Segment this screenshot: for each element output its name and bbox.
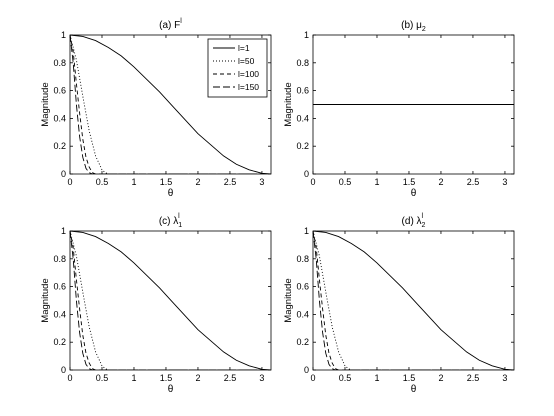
chart-title-superscript: l <box>180 18 182 25</box>
chart-title: (c) λ1 l <box>159 213 182 229</box>
y-tick-label: 0.6 <box>53 282 66 292</box>
series-line-1 <box>313 231 514 370</box>
x-tick-label: 2 <box>438 373 443 383</box>
y-tick-label: 0.8 <box>296 58 309 68</box>
chart-panel-1: 0 0.5 1 1.5 2 2.5 3 0 0.2 0.4 0.6 0.8 1 θ Magnitude (b)… <box>283 20 515 199</box>
x-tick-label: 2.5 <box>467 373 480 383</box>
legend-label: l=1 <box>238 43 250 53</box>
legend-label: l=50 <box>238 56 255 66</box>
y-tick-label: 0.6 <box>296 282 309 292</box>
y-tick-label: 0.8 <box>296 254 309 264</box>
y-tick-label: 0.6 <box>296 86 309 96</box>
y-tick-label: 1 <box>61 30 66 40</box>
x-tick-label: 0.5 <box>96 177 109 187</box>
chart-title-text: (c) λ <box>159 216 178 227</box>
chart-title: (d) λ2 l <box>402 213 426 229</box>
series-line-3 <box>70 231 271 370</box>
x-tick-label: 1 <box>131 177 136 187</box>
chart-title-text: (b) μ <box>401 20 422 31</box>
x-tick-label: 1 <box>374 177 379 187</box>
y-tick-label: 0.8 <box>53 254 66 264</box>
x-tick-label: 2.5 <box>224 373 237 383</box>
chart-panel-0: 0 0.5 1 1.5 2 2.5 3 0 0.2 0.4 0.6 0.8 1 θ Magnitude (a)… <box>40 18 272 199</box>
y-tick-label: 0.8 <box>53 58 66 68</box>
y-tick-label: 0.2 <box>296 337 309 347</box>
chart-title-superscript: l <box>178 213 180 220</box>
legend: l=1 l=50 l=100 l=150 <box>207 38 268 98</box>
x-tick-label: 1.5 <box>160 373 173 383</box>
chart-panel-2: 0 0.5 1 1.5 2 2.5 3 0 0.2 0.4 0.6 0.8 1 θ Magnitude (c)… <box>40 213 272 395</box>
x-tick-label: 0.5 <box>339 373 352 383</box>
y-axis-label: Magnitude <box>283 278 294 322</box>
series-line-l-1 <box>70 35 271 174</box>
series-line-0 <box>313 231 514 370</box>
series-line-l-50 <box>70 35 271 174</box>
y-tick-label: 0.4 <box>296 113 309 123</box>
y-tick-label: 0.4 <box>53 113 66 123</box>
x-tick-label: 0 <box>310 373 315 383</box>
y-tick-label: 0.2 <box>53 141 66 151</box>
chart-title-subscript: 2 <box>422 26 426 33</box>
y-tick-label: 0.4 <box>296 309 309 319</box>
x-axis-label: θ <box>411 384 417 395</box>
x-tick-label: 1 <box>131 373 136 383</box>
x-tick-label: 0 <box>310 177 315 187</box>
x-tick-label: 1.5 <box>403 373 416 383</box>
x-tick-label: 1.5 <box>403 177 416 187</box>
x-tick-label: 0 <box>67 177 72 187</box>
x-tick-label: 0.5 <box>96 373 109 383</box>
x-tick-label: 0 <box>67 373 72 383</box>
chart-title-subscript: 2 <box>422 222 426 229</box>
y-tick-label: 0.2 <box>53 337 66 347</box>
chart-title-text: (d) λ <box>402 216 422 227</box>
x-tick-label: 1.5 <box>160 177 173 187</box>
y-tick-label: 0.6 <box>53 86 66 96</box>
chart-title-subscript: 1 <box>178 222 182 229</box>
series-line-0 <box>70 231 271 370</box>
legend-label: l=100 <box>238 69 259 79</box>
x-tick-label: 3 <box>502 177 507 187</box>
x-tick-label: 2.5 <box>467 177 480 187</box>
y-tick-label: 0 <box>304 169 309 179</box>
series-line-l-100 <box>70 35 271 174</box>
chart-panel-3: 0 0.5 1 1.5 2 2.5 3 0 0.2 0.4 0.6 0.8 1 θ Magnitude (d)… <box>283 213 515 395</box>
series-line-l-150 <box>70 35 271 174</box>
chart-title: (a) Fl <box>159 18 182 31</box>
y-tick-label: 0 <box>304 365 309 375</box>
y-tick-label: 0.2 <box>296 141 309 151</box>
series-line-1 <box>70 231 271 370</box>
series-line-2 <box>70 231 271 370</box>
x-tick-label: 2 <box>438 177 443 187</box>
x-tick-label: 2 <box>195 373 200 383</box>
x-axis-label: θ <box>411 188 417 199</box>
y-tick-label: 0 <box>61 365 66 375</box>
x-tick-label: 3 <box>259 373 264 383</box>
y-tick-label: 0 <box>61 169 66 179</box>
legend-label: l=150 <box>238 82 259 92</box>
y-axis-label: Magnitude <box>40 82 51 126</box>
x-axis-label: θ <box>168 188 174 199</box>
x-tick-label: 2 <box>195 177 200 187</box>
chart-title-text: (a) F <box>159 20 180 31</box>
x-tick-label: 3 <box>502 373 507 383</box>
y-tick-label: 1 <box>61 226 66 236</box>
x-tick-label: 3 <box>259 177 264 187</box>
chart-title: (b) μ2 <box>401 20 426 33</box>
x-axis-label: θ <box>168 384 174 395</box>
series-line-3 <box>313 231 514 370</box>
y-tick-label: 1 <box>304 226 309 236</box>
series-line-2 <box>313 231 514 370</box>
y-axis-label: Magnitude <box>283 82 294 126</box>
y-tick-label: 0.4 <box>53 309 66 319</box>
x-tick-label: 2.5 <box>224 177 237 187</box>
chart-title-superscript: l <box>421 213 423 220</box>
y-tick-label: 1 <box>304 30 309 40</box>
x-tick-label: 0.5 <box>339 177 352 187</box>
x-tick-label: 1 <box>374 373 379 383</box>
y-axis-label: Magnitude <box>40 278 51 322</box>
